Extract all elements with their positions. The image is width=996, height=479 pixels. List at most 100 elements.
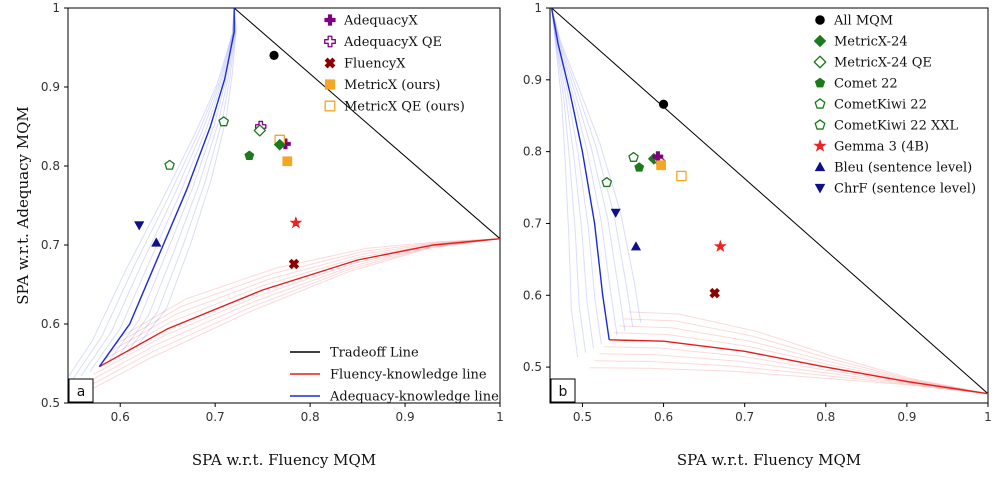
panel-b-xtick-label: 0.8 — [816, 410, 835, 424]
panel-a-point-comet-22 — [244, 150, 255, 160]
panel-a-ylabel: SPA w.r.t. Adequacy MQM — [14, 106, 32, 304]
panel-a-xtick-label: 0.9 — [396, 410, 415, 424]
panel-b-xlabel: SPA w.r.t. Fluency MQM — [677, 451, 861, 469]
panel-a-legend-marker-metricx-ours — [324, 79, 336, 90]
panel-b-xtick-label: 0.6 — [654, 410, 673, 424]
panel-a-legend-label-adequacy-knowledge-line: Adequacy-knowledge line — [329, 390, 499, 405]
panel-b-legend-label-all-mqm: All MQM — [833, 14, 893, 29]
panel-b-label: b — [559, 384, 568, 400]
panel-a-fluency-ensemble-curve — [121, 238, 500, 337]
panel-b-legend-marker-bleu-sentence-level — [814, 161, 826, 172]
panel-a-legend-label-metricx-ours: MetricX (ours) — [344, 78, 441, 93]
panel-b-point-all-mqm — [658, 99, 669, 109]
panel-a-adequacy-ensemble-curve — [135, 8, 237, 349]
panel-a-ytick-label: 0.7 — [41, 238, 60, 252]
panel-b-legend-marker-metricx-24 — [813, 34, 827, 48]
panel-b-legend-marker-cometkiwi-22-xxl — [814, 119, 826, 130]
panel-a-point-metricx-24-qe — [253, 124, 266, 137]
panel-a-legend-label-adequacyx-qe: AdequacyX QE — [343, 35, 442, 50]
panel-b-legend-marker-metricx-24-qe — [813, 55, 827, 69]
panel-b-adequacy-ensemble-curve — [551, 8, 587, 353]
panel-a-label-box — [68, 378, 94, 403]
panel-b-fluency-ensemble-curve — [604, 346, 988, 395]
panel-b-ytick-label: 0.9 — [523, 73, 542, 87]
panel-b-adequacy-ensemble-curve — [551, 8, 579, 358]
panel-a-label: a — [77, 384, 86, 400]
panel-b-frame — [549, 7, 989, 404]
panel-a-legend-label-fluencyx: FluencyX — [344, 57, 406, 72]
panel-a-point-bleu-sentence-level — [151, 237, 162, 247]
panel-a-legend-label-tradeoff-line: Tradeoff Line — [330, 346, 419, 361]
panel-b-legend-label-comet-22: Comet 22 — [834, 77, 898, 92]
panel-a-point-cometkiwi-22 — [164, 159, 175, 170]
panel-a-fluency-ensemble-curve — [116, 238, 500, 345]
panel-b-legend-label-bleu-sentence-level: Bleu (sentence level) — [834, 161, 972, 176]
panel-b-point-cometkiwi-22 — [601, 177, 613, 188]
panel-b-fluency-knowledge-line — [609, 339, 988, 395]
panel-a-xtick-label: 0.7 — [206, 410, 225, 424]
panel-b-fluency-ensemble-curve — [628, 311, 988, 395]
panel-b-legend-label-cometkiwi-22-xxl: CometKiwi 22 XXL — [834, 119, 958, 134]
panel-a-adequacy-ensemble-curve — [117, 8, 236, 358]
panel-b-xtick-label: 1 — [984, 410, 992, 424]
panel-a-point-cometkiwi-22-xxl — [218, 116, 229, 127]
panel-b-fluency-ensemble-curve — [623, 318, 988, 395]
panel-a-point-fluencyx — [288, 258, 300, 270]
panel-a-fluency-ensemble-curve — [93, 238, 500, 375]
panel-b-point-fluencyx — [709, 288, 720, 299]
panel-b-fluency-ensemble-curve — [599, 353, 988, 395]
panel-b-ytick-label: 0.6 — [523, 288, 542, 302]
panel-b-fluency-ensemble-curve — [614, 332, 988, 395]
panel-a-point-chrf-sentence-level — [134, 221, 145, 231]
panel-a-fluency-ensemble-curve — [76, 238, 500, 398]
panel-a-adequacy-ensemble-curve — [71, 8, 235, 382]
panel-b-ytick-label: 0.8 — [523, 145, 542, 159]
panel-a-xtick-label: 0.6 — [111, 410, 130, 424]
panel-a-point-all-mqm — [269, 50, 279, 61]
panel-b-point-metricx-qe-ours — [676, 170, 687, 182]
panel-b-fluency-ensemble-curve — [618, 325, 988, 395]
panel-b-adequacy-ensemble-curve — [551, 8, 618, 336]
panel-a-adequacy-ensemble-curve — [68, 8, 235, 379]
panel-a-legend-marker-adequacyx-qe — [324, 35, 336, 48]
panel-a-adequacy-ensemble-curve — [80, 8, 235, 377]
panel-a-ytick-label: 0.8 — [41, 159, 60, 173]
panel-b-adequacy-knowledge-line — [550, 8, 610, 340]
panel-b-point-comet-22 — [634, 162, 645, 172]
panel-a: 0.6 0.7 0.8 0.9 1 0.5 0.6 0.7 0.8 0.9 1 SPA w.r.t. … — [14, 1, 504, 469]
panel-a-legend-label-adequacyx: AdequacyX — [343, 14, 418, 29]
panel-b-point-gemma-3-4b — [714, 240, 727, 252]
panel-b-xtick-label: 0.7 — [735, 410, 754, 424]
panel-a-point-metricx-24 — [273, 138, 286, 151]
panel-a-fluency-knowledge-line — [98, 238, 500, 368]
panel-b-tradeoff-line — [551, 8, 988, 395]
panel-b-fluency-ensemble-curve — [589, 367, 988, 395]
panel-a-frame — [67, 7, 501, 404]
panel-a-ytick-label: 0.6 — [41, 317, 60, 331]
panel-a-xlabel: SPA w.r.t. Fluency MQM — [192, 451, 376, 469]
panel-b-adequacy-ensemble-curve — [551, 8, 602, 345]
panel-a-ytick-label: 1 — [52, 1, 60, 15]
panel-b-point-cometkiwi-22-xxl — [628, 151, 639, 162]
panel-b-adequacy-ensemble-curve — [551, 8, 594, 349]
panel-b-legend-label-gemma-3-4b: Gemma 3 (4B) — [834, 140, 929, 155]
panel-b-legend-marker-cometkiwi-22 — [814, 98, 826, 109]
panel-b-legend-marker-chrf-sentence-level — [814, 183, 826, 194]
panel-b-fluency-ensemble-curve — [594, 360, 988, 395]
panel-a-xtick-label: 1 — [496, 410, 504, 424]
panel-b-ytick-label: 0.7 — [523, 216, 542, 230]
panel-b-label-box — [550, 378, 576, 403]
panel-a-xtick-label: 0.8 — [301, 410, 320, 424]
panel-b: 0.5 0.6 0.7 0.8 0.9 1 0.5 0.6 0.7 0.8 0.9 1 SPA w.r.… — [523, 1, 992, 469]
panel-a-adequacy-knowledge-line — [98, 8, 235, 368]
panel-a-point-gemma-3-4b — [289, 216, 302, 229]
panel-a-legend-marker-fluencyx — [324, 57, 336, 69]
panel-a-legend-marker-metricx-qe-ours — [324, 100, 336, 112]
panel-b-ytick-label: 1 — [534, 1, 542, 15]
panel-a-legend-label-metricx-qe-ours: MetricX QE (ours) — [344, 100, 465, 115]
panel-b-xtick-label: 0.9 — [897, 410, 916, 424]
panel-b-legend-marker-comet-22 — [814, 77, 826, 88]
panel-b-adequacy-ensemble-curve — [551, 8, 634, 327]
panel-b-adequacy-ensemble-curve — [551, 8, 642, 323]
